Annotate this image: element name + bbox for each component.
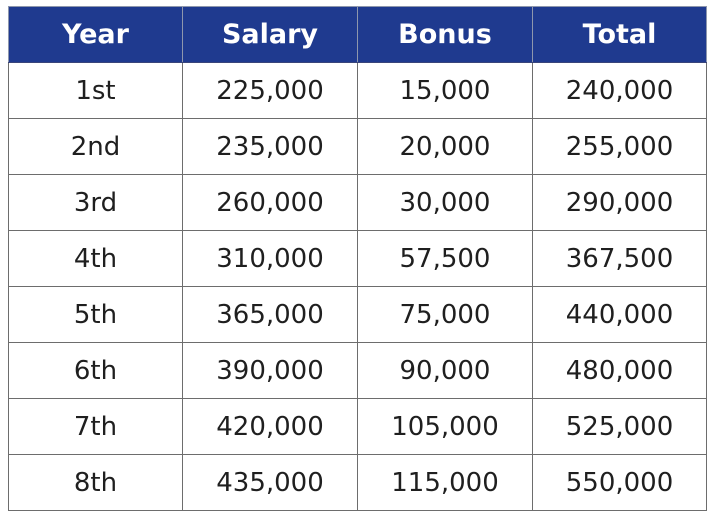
- table-row: 8th 435,000 115,000 550,000: [8, 454, 707, 511]
- table-row: 7th 420,000 105,000 525,000: [8, 398, 707, 455]
- cell-bonus: 15,000: [357, 62, 533, 119]
- cell-year: 1st: [8, 62, 183, 119]
- cell-total: 525,000: [532, 398, 707, 455]
- cell-year: 4th: [8, 230, 183, 287]
- table-body: 1st 225,000 15,000 240,000 2nd 235,000 2…: [8, 62, 707, 511]
- header-row: Year Salary Bonus Total: [8, 6, 707, 63]
- cell-total: 290,000: [532, 174, 707, 231]
- table-row: 3rd 260,000 30,000 290,000: [8, 174, 707, 231]
- header-total: Total: [532, 6, 707, 63]
- cell-bonus: 20,000: [357, 118, 533, 175]
- cell-bonus: 90,000: [357, 342, 533, 399]
- header-salary: Salary: [182, 6, 358, 63]
- cell-bonus: 105,000: [357, 398, 533, 455]
- cell-bonus: 30,000: [357, 174, 533, 231]
- cell-year: 5th: [8, 286, 183, 343]
- cell-salary: 260,000: [182, 174, 358, 231]
- cell-total: 440,000: [532, 286, 707, 343]
- cell-bonus: 115,000: [357, 454, 533, 511]
- cell-total: 480,000: [532, 342, 707, 399]
- cell-bonus: 57,500: [357, 230, 533, 287]
- header-bonus: Bonus: [357, 6, 533, 63]
- cell-salary: 435,000: [182, 454, 358, 511]
- cell-bonus: 75,000: [357, 286, 533, 343]
- cell-year: 8th: [8, 454, 183, 511]
- cell-year: 3rd: [8, 174, 183, 231]
- cell-salary: 225,000: [182, 62, 358, 119]
- cell-salary: 365,000: [182, 286, 358, 343]
- cell-salary: 390,000: [182, 342, 358, 399]
- cell-total: 550,000: [532, 454, 707, 511]
- cell-total: 367,500: [532, 230, 707, 287]
- cell-year: 2nd: [8, 118, 183, 175]
- salary-table-container: Year Salary Bonus Total 1st 225,000 15,0…: [8, 6, 707, 511]
- table-row: 4th 310,000 57,500 367,500: [8, 230, 707, 287]
- cell-year: 7th: [8, 398, 183, 455]
- cell-salary: 420,000: [182, 398, 358, 455]
- cell-salary: 235,000: [182, 118, 358, 175]
- table-row: 2nd 235,000 20,000 255,000: [8, 118, 707, 175]
- cell-salary: 310,000: [182, 230, 358, 287]
- table-row: 6th 390,000 90,000 480,000: [8, 342, 707, 399]
- cell-total: 240,000: [532, 62, 707, 119]
- table-row: 1st 225,000 15,000 240,000: [8, 62, 707, 119]
- table-header: Year Salary Bonus Total: [8, 6, 707, 63]
- cell-year: 6th: [8, 342, 183, 399]
- header-year: Year: [8, 6, 183, 63]
- salary-table: Year Salary Bonus Total 1st 225,000 15,0…: [8, 6, 707, 511]
- cell-total: 255,000: [532, 118, 707, 175]
- table-row: 5th 365,000 75,000 440,000: [8, 286, 707, 343]
